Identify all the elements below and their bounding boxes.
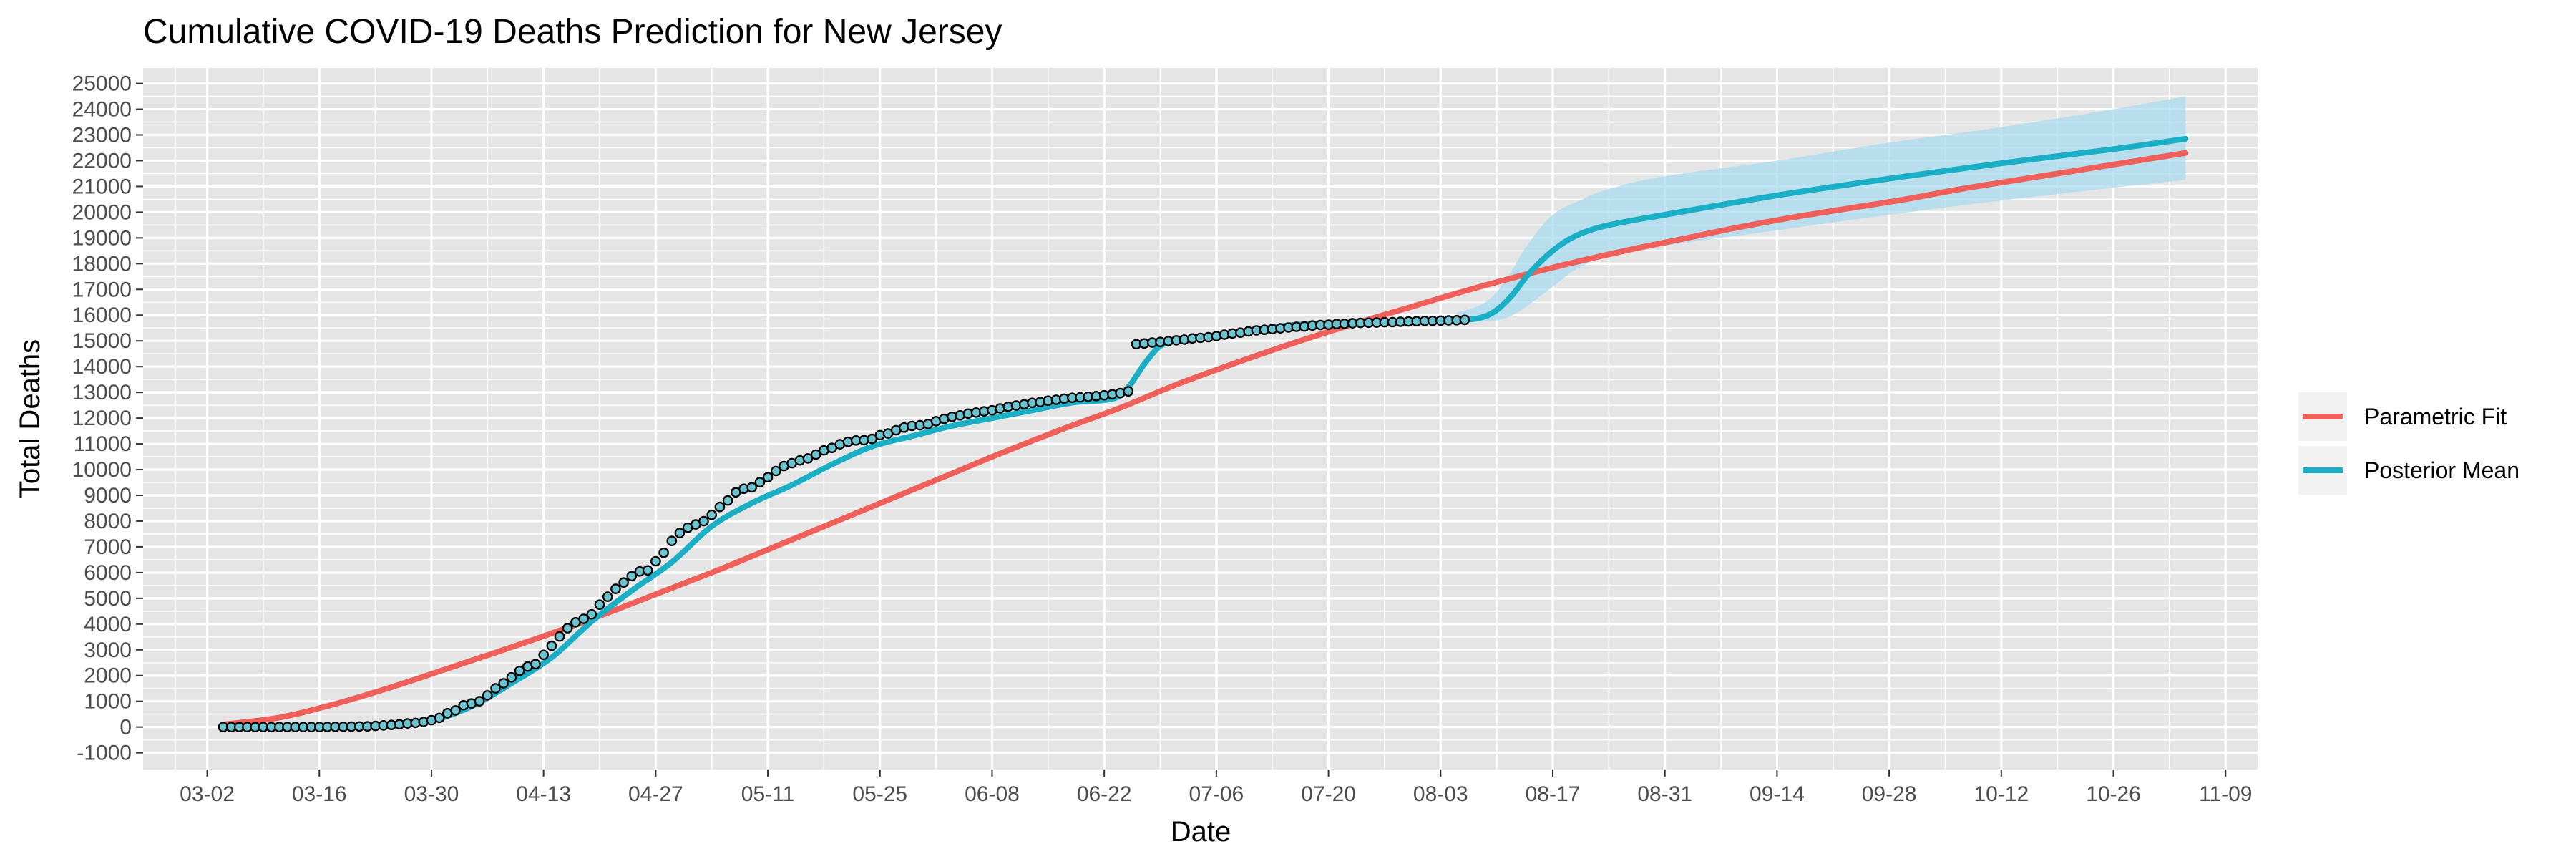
legend-label: Parametric Fit <box>2364 404 2507 430</box>
observed-point <box>658 547 669 558</box>
x-axis-ticks: 03-02 03-16 03-30 04-13 04-27 05-11 05-25 06-08… <box>180 770 2252 806</box>
observed-point <box>706 509 717 520</box>
x-tick-label: 07-20 <box>1301 782 1356 806</box>
observed-point <box>810 449 821 460</box>
observed-point <box>714 501 726 513</box>
x-tick-label: 07-06 <box>1189 782 1244 806</box>
observed-point <box>530 659 541 670</box>
y-tick-label: 3000 <box>84 639 132 662</box>
y-tick-label: 17000 <box>72 278 132 301</box>
y-tick-label: 20000 <box>72 200 132 224</box>
observed-point <box>618 577 629 588</box>
observed-point <box>490 683 501 694</box>
posterior-mean-line <box>220 135 2189 730</box>
y-tick-label: 1000 <box>84 690 132 714</box>
observed-point <box>514 665 525 676</box>
y-tick-label: 5000 <box>84 587 132 611</box>
x-axis-title: Date <box>1171 816 1231 848</box>
credible-band-layer <box>1456 96 2186 323</box>
x-tick-label: 10-12 <box>1974 782 2029 806</box>
observed-point <box>474 696 485 707</box>
x-tick-label: 03-02 <box>180 782 235 806</box>
y-tick-label: 9000 <box>84 484 132 508</box>
y-tick-label: 21000 <box>72 175 132 198</box>
observed-points-layer <box>218 314 1470 732</box>
observed-point <box>538 649 549 661</box>
observed-point <box>586 608 597 620</box>
x-tick-label: 08-17 <box>1526 782 1581 806</box>
observed-point <box>746 482 757 493</box>
y-tick-label: 24000 <box>72 98 132 122</box>
observed-point <box>754 477 766 487</box>
x-tick-label: 06-22 <box>1077 782 1132 806</box>
y-tick-label: 14000 <box>72 355 132 379</box>
y-tick-label: 13000 <box>72 381 132 404</box>
y-tick-label: 19000 <box>72 226 132 250</box>
legend-label: Posterior Mean <box>2364 457 2519 483</box>
x-tick-label: 08-31 <box>1637 782 1692 806</box>
observed-point <box>482 690 493 701</box>
y-tick-label: 22000 <box>72 149 132 173</box>
x-tick-label: 04-27 <box>628 782 683 806</box>
x-tick-label: 10-26 <box>2086 782 2141 806</box>
y-tick-label: 23000 <box>72 124 132 147</box>
x-tick-label: 08-03 <box>1413 782 1468 806</box>
series-lines-layer <box>220 135 2189 730</box>
observed-point <box>722 495 733 506</box>
observed-point <box>762 472 774 482</box>
observed-point <box>642 565 653 576</box>
observed-point <box>666 535 678 546</box>
observed-point <box>802 453 814 464</box>
y-tick-label: 8000 <box>84 510 132 533</box>
observed-point <box>1459 314 1470 326</box>
x-tick-label: 05-11 <box>741 782 795 806</box>
observed-point <box>771 465 781 477</box>
observed-point <box>554 631 565 642</box>
y-tick-label: 15000 <box>72 329 132 353</box>
y-tick-label: 6000 <box>84 561 132 585</box>
x-tick-label: 06-08 <box>965 782 1020 806</box>
y-tick-label: -1000 <box>77 742 132 765</box>
x-tick-label: 09-14 <box>1750 782 1805 806</box>
y-tick-label: 16000 <box>72 304 132 327</box>
x-tick-label: 11-09 <box>2199 782 2253 806</box>
observed-point <box>562 623 573 634</box>
observed-point <box>674 528 686 538</box>
observed-point <box>602 591 613 602</box>
observed-point <box>594 599 605 610</box>
observed-point <box>650 555 661 567</box>
y-tick-label: 18000 <box>72 252 132 276</box>
legend: Parametric Fit Posterior Mean <box>2298 392 2519 495</box>
parametric-fit-line <box>220 150 2189 728</box>
x-tick-label: 03-16 <box>292 782 347 806</box>
credible-band <box>1456 96 2186 323</box>
observed-point <box>610 583 621 594</box>
x-tick-label: 05-25 <box>852 782 907 806</box>
observed-point <box>546 640 557 651</box>
observed-point <box>1123 386 1134 397</box>
y-tick-label: 2000 <box>84 664 132 688</box>
y-tick-label: 11000 <box>74 432 132 456</box>
x-tick-label: 04-13 <box>516 782 571 806</box>
observed-point <box>450 705 461 716</box>
y-axis-title: Total Deaths <box>14 339 46 498</box>
x-tick-label: 03-30 <box>404 782 459 806</box>
chart-title: Cumulative COVID-19 Deaths Prediction fo… <box>143 13 1002 51</box>
x-tick-label: 09-28 <box>1862 782 1917 806</box>
y-tick-label: 7000 <box>84 535 132 559</box>
observed-point <box>498 678 509 689</box>
observed-point <box>434 712 445 724</box>
observed-point <box>626 571 638 582</box>
y-tick-label: 10000 <box>72 458 132 482</box>
observed-point <box>698 515 709 527</box>
y-tick-label: 4000 <box>84 613 132 636</box>
y-tick-label: 25000 <box>72 72 132 96</box>
y-tick-label: 12000 <box>72 407 132 430</box>
observed-point <box>578 613 589 624</box>
observed-point <box>506 671 517 683</box>
y-tick-label: 0 <box>119 716 132 739</box>
